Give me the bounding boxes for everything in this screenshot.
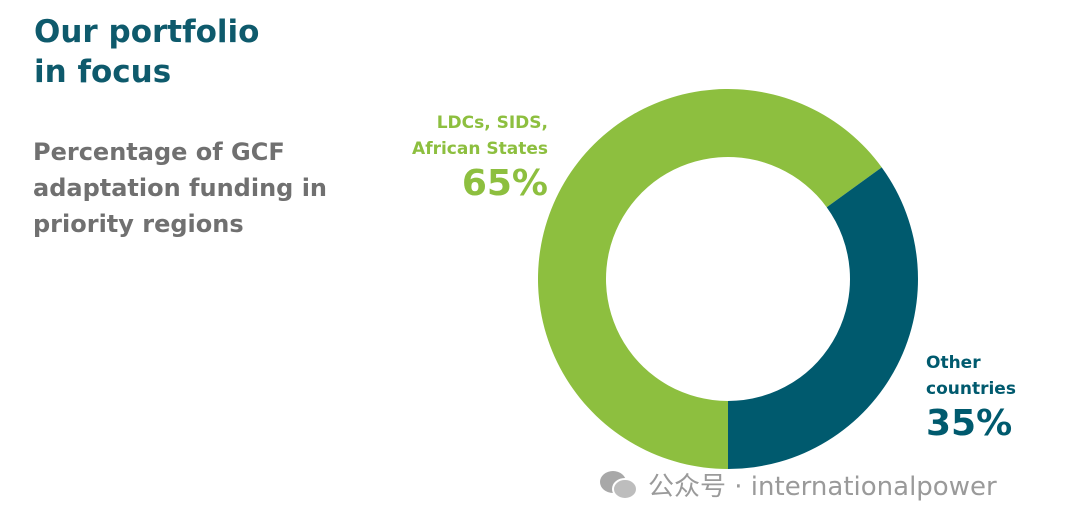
category-label: LDCs, SIDS, African States xyxy=(412,113,548,159)
slice-label: Other countries 35% xyxy=(926,350,1036,446)
chart-subtitle: Percentage of GCF adaptation funding in … xyxy=(33,138,327,238)
category-label: Other countries xyxy=(926,353,1016,399)
value-label: 65% xyxy=(461,163,548,204)
slice-label: LDCs, SIDS, African States 65% xyxy=(400,110,548,206)
donut-slice xyxy=(538,89,882,470)
watermark-icon xyxy=(600,471,638,500)
value-label: 35% xyxy=(926,403,1013,444)
chart-title: Our portfolio in focus xyxy=(34,14,260,90)
donut-slice xyxy=(728,167,919,469)
watermark: 公众号 · internationalpower xyxy=(648,472,997,502)
